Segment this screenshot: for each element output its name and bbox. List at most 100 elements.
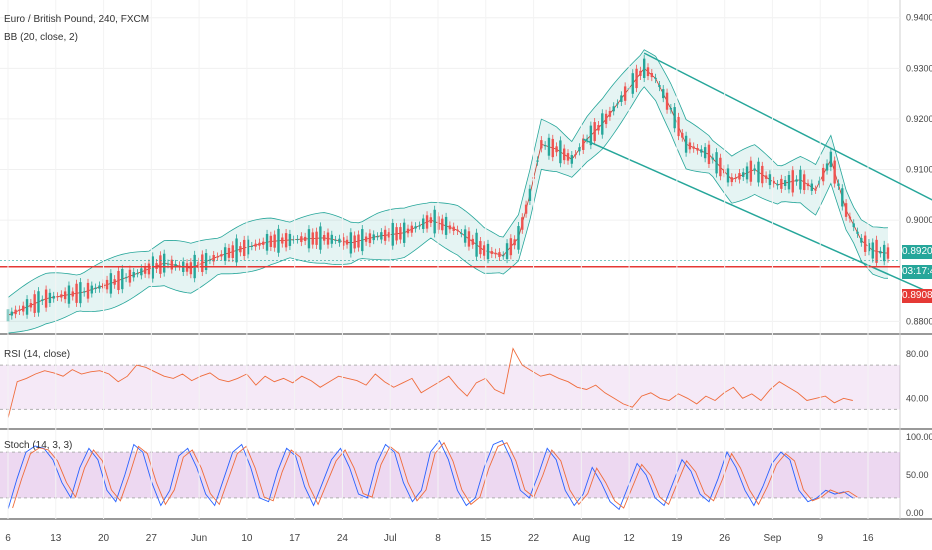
candle-body bbox=[86, 282, 90, 299]
candle-body bbox=[212, 255, 215, 262]
candle-body bbox=[48, 292, 52, 304]
candle-body bbox=[147, 263, 151, 275]
candle-body bbox=[654, 77, 657, 80]
candle-body bbox=[105, 279, 109, 290]
candle-body bbox=[288, 233, 292, 246]
candle-body bbox=[494, 252, 497, 255]
time-tick-label: Sep bbox=[764, 533, 782, 544]
candle-body bbox=[829, 151, 833, 168]
current-price-tag: 0.89207 bbox=[902, 245, 932, 259]
candle-body bbox=[715, 152, 718, 174]
candle-body bbox=[128, 269, 132, 283]
candle-body bbox=[513, 239, 516, 246]
candle-body bbox=[738, 173, 741, 180]
candle-body bbox=[783, 180, 787, 186]
candle-body bbox=[498, 252, 501, 257]
candle-body bbox=[700, 149, 703, 153]
candle-body bbox=[113, 279, 116, 285]
support-price-tag: 0.89084 bbox=[902, 289, 932, 303]
countdown-tag: 03:17:44 bbox=[902, 265, 932, 279]
candle-body bbox=[444, 216, 448, 235]
candle-body bbox=[848, 216, 852, 219]
candle-body bbox=[863, 235, 867, 252]
candle-body bbox=[441, 218, 444, 231]
candle-body bbox=[620, 95, 623, 102]
candle-body bbox=[239, 246, 242, 253]
candle-body bbox=[806, 183, 810, 187]
candle-body bbox=[665, 92, 669, 110]
rsi-line bbox=[7, 347, 853, 419]
candle-body bbox=[235, 238, 238, 263]
candle-body bbox=[772, 180, 775, 184]
stoch-k-line bbox=[7, 439, 854, 511]
candle-body bbox=[269, 235, 273, 247]
candle-body bbox=[387, 232, 391, 238]
candle-body bbox=[467, 231, 471, 247]
candle-body bbox=[345, 239, 349, 245]
candle-body bbox=[635, 68, 638, 89]
candle-body bbox=[52, 295, 55, 299]
candle-body bbox=[56, 296, 59, 298]
rsi-band-fill bbox=[0, 365, 900, 410]
candle-body bbox=[696, 147, 699, 151]
stoch-tick-label: 0.00 bbox=[906, 508, 924, 518]
candle-body bbox=[795, 179, 798, 182]
time-tick-label: 10 bbox=[241, 533, 253, 544]
time-tick-label: 13 bbox=[50, 533, 62, 544]
candle-body bbox=[201, 254, 204, 272]
candle-body bbox=[463, 229, 467, 243]
candle-body bbox=[871, 242, 874, 259]
candle-body bbox=[688, 142, 692, 150]
candle-body bbox=[189, 262, 193, 275]
candle-body bbox=[540, 140, 543, 149]
candle-body bbox=[376, 236, 379, 238]
bollinger-lower-band bbox=[7, 86, 889, 334]
candle-body bbox=[471, 238, 474, 245]
stoch-tick-label: 50.00 bbox=[906, 470, 929, 480]
candle-body bbox=[162, 253, 166, 273]
candle-body bbox=[395, 227, 398, 241]
candle-body bbox=[79, 282, 82, 304]
candle-body bbox=[204, 253, 208, 271]
candle-body bbox=[380, 232, 383, 240]
candle-body bbox=[422, 218, 425, 229]
candle-body bbox=[505, 243, 509, 260]
candle-body bbox=[90, 285, 94, 294]
candle-body bbox=[543, 145, 547, 147]
candle-body bbox=[418, 225, 421, 227]
candle-body bbox=[882, 244, 886, 262]
candle-body bbox=[250, 245, 254, 247]
candle-body bbox=[334, 240, 337, 242]
candle-body bbox=[166, 263, 170, 265]
candle-body bbox=[273, 234, 276, 248]
candle-body bbox=[867, 243, 871, 252]
candle-body bbox=[524, 204, 528, 214]
stoch-indicator-label: Stoch (14, 3, 3) bbox=[4, 440, 73, 451]
chart-title: Euro / British Pound, 240, FXCM bbox=[4, 14, 150, 25]
candle-body bbox=[837, 183, 840, 186]
candle-body bbox=[749, 160, 753, 182]
candle-body bbox=[414, 226, 417, 229]
candle-body bbox=[452, 226, 455, 231]
candle-body bbox=[601, 113, 604, 135]
candle-body bbox=[486, 243, 490, 260]
candle-body bbox=[44, 289, 48, 308]
candle-body bbox=[67, 285, 71, 304]
candle-body bbox=[684, 135, 688, 153]
candle-body bbox=[117, 270, 120, 291]
candle-body bbox=[669, 108, 673, 110]
candle-body bbox=[216, 256, 219, 258]
candle-body bbox=[326, 232, 330, 245]
candle-body bbox=[604, 113, 608, 125]
candle-body bbox=[833, 160, 836, 184]
candle-body bbox=[10, 311, 14, 316]
candle-body bbox=[311, 232, 314, 245]
candle-body bbox=[460, 233, 463, 235]
candle-body bbox=[875, 239, 878, 263]
candle-body bbox=[677, 116, 680, 137]
candle-body bbox=[551, 138, 554, 158]
candle-body bbox=[29, 303, 33, 308]
